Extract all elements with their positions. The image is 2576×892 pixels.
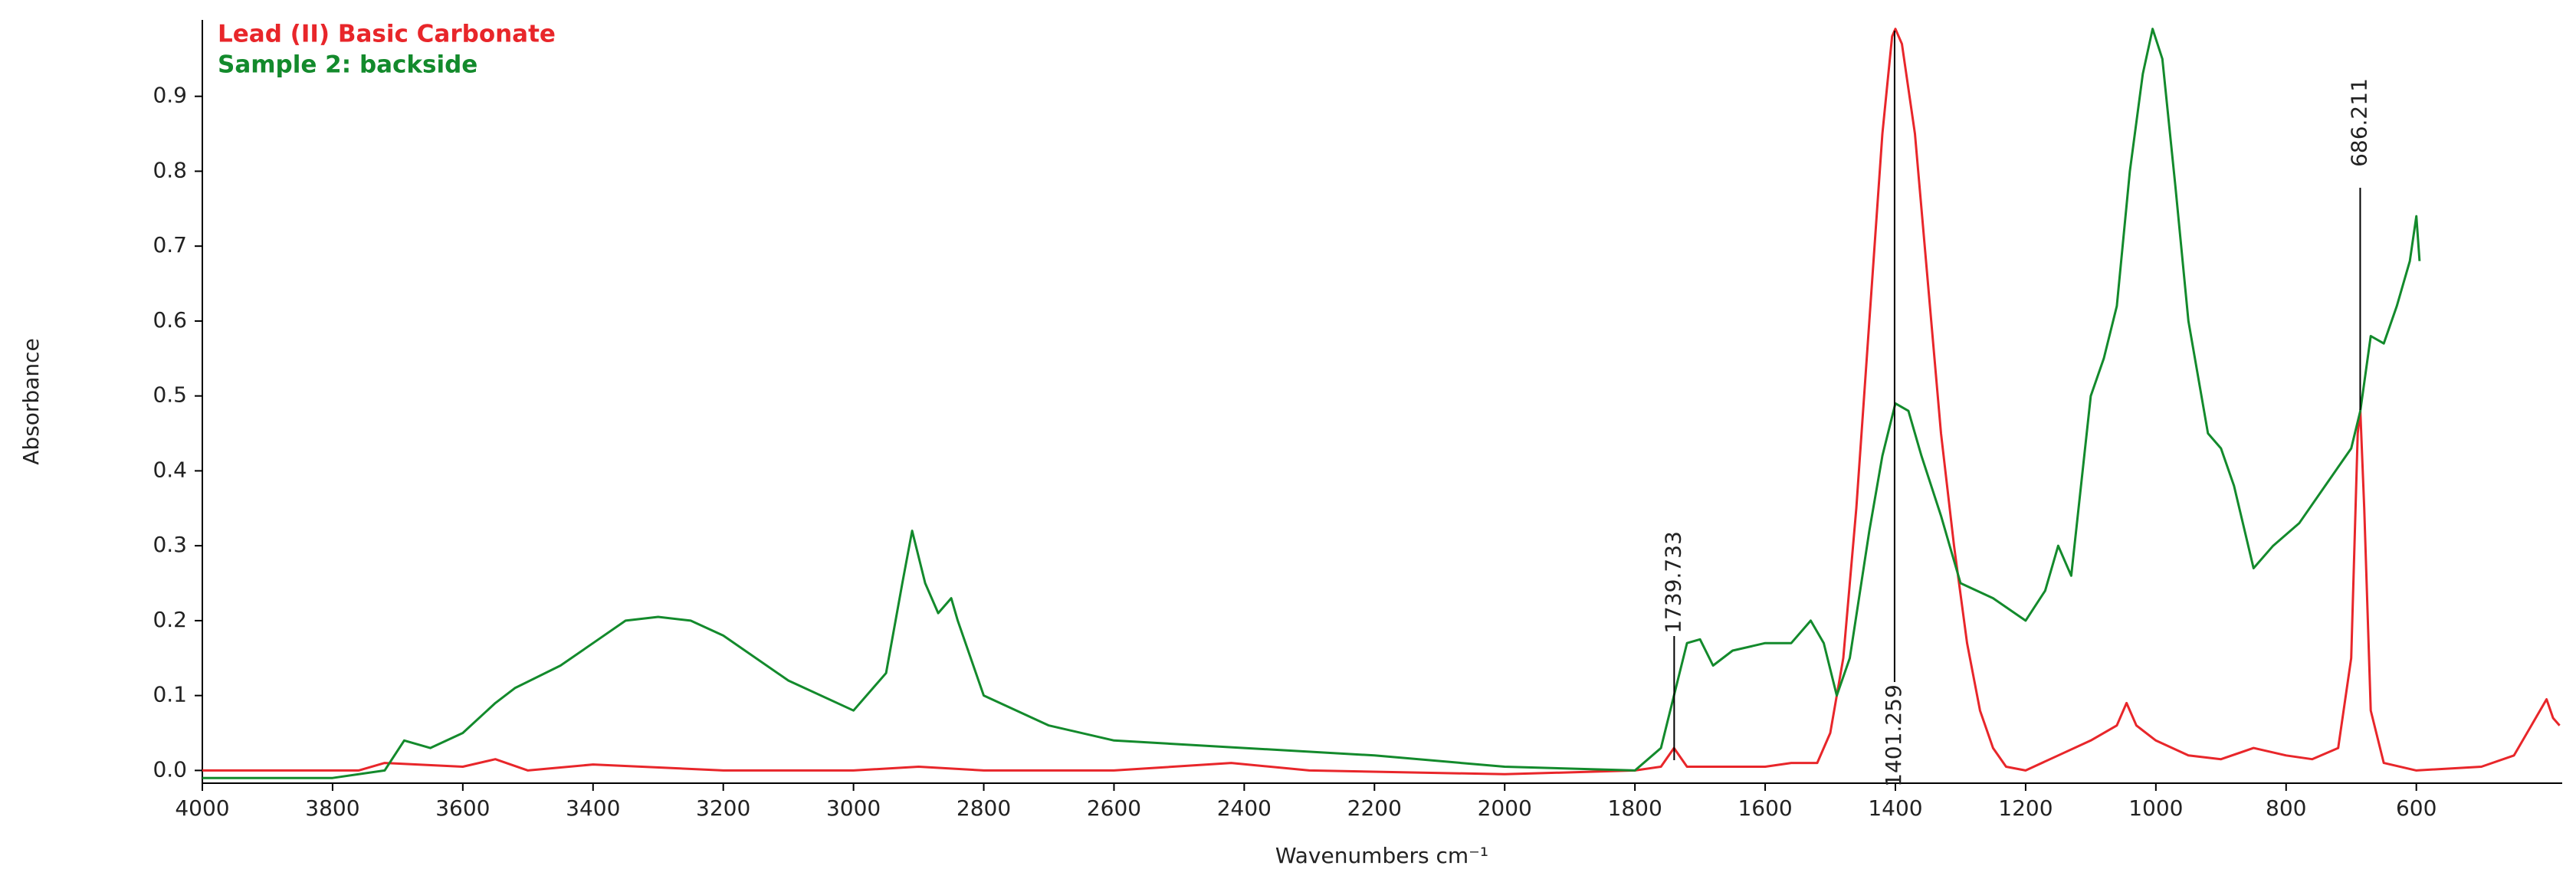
x-tick-label: 3200 (696, 795, 750, 821)
x-tick-label: 2800 (957, 795, 1011, 821)
x-tick-label: 800 (2266, 795, 2306, 821)
x-tick-label: 3400 (566, 795, 620, 821)
x-tick-label: 2200 (1347, 795, 1402, 821)
peak-label: 1739.733 (1660, 531, 1685, 634)
y-tick-label: 0.6 (153, 307, 187, 333)
y-tick-label: 0.1 (153, 682, 187, 707)
x-axis-label: Wavenumbers cm⁻¹ (1275, 843, 1488, 868)
x-tick-label: 1000 (2128, 795, 2183, 821)
y-axis-label: Absorbance (18, 338, 44, 464)
y-tick-label: 0.4 (153, 457, 187, 482)
x-tick-label: 3600 (435, 795, 490, 821)
x-tick-label: 1200 (1998, 795, 2053, 821)
legend-label: Sample 2: backside (218, 51, 477, 79)
x-tick-label: 3000 (826, 795, 881, 821)
x-tick-label: 1600 (1738, 795, 1792, 821)
spectrum-line (202, 28, 2561, 776)
x-tick-label: 1800 (1608, 795, 1662, 821)
y-tick-label: 0.2 (153, 607, 187, 632)
x-tick-label: 2000 (1478, 795, 1532, 821)
y-tick-label: 0.0 (153, 756, 187, 782)
y-tick-label: 0.7 (153, 232, 187, 257)
x-tick-label: 2600 (1087, 795, 1141, 821)
x-tick-label: 600 (2396, 795, 2437, 821)
peak-label: 1401.259 (1881, 684, 1906, 787)
y-tick-label: 0.8 (153, 157, 187, 182)
y-tick-label: 0.3 (153, 532, 187, 557)
x-tick-label: 2400 (1217, 795, 1272, 821)
y-tick-label: 0.5 (153, 382, 187, 408)
y-tick-label: 0.9 (153, 83, 187, 108)
legend-label: Lead (II) Basic Carbonate (218, 21, 556, 48)
peak-label: 686.211 (2346, 78, 2371, 167)
x-tick-label: 4000 (175, 795, 229, 821)
x-tick-label: 1400 (1868, 795, 1922, 821)
x-tick-label: 3800 (305, 795, 359, 821)
spectrum-line (202, 28, 2421, 779)
